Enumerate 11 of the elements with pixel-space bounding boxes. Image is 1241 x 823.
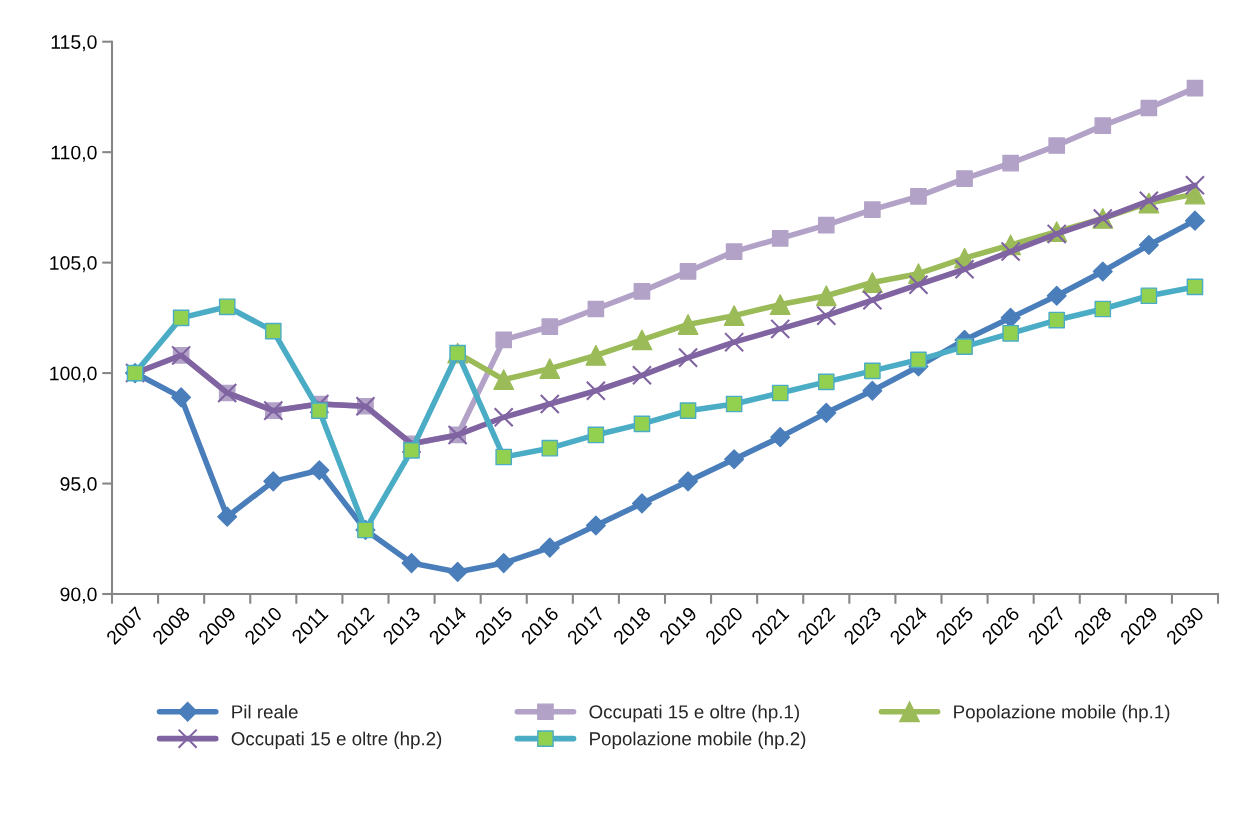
y-tick-label: 100,0 bbox=[50, 366, 97, 383]
legend-label: Pil reale bbox=[232, 704, 298, 719]
y-tick-label: 90,0 bbox=[60, 587, 97, 604]
y-tick-label: 115,0 bbox=[51, 35, 97, 52]
y-tick-label: 110,0 bbox=[51, 145, 97, 162]
legend-label: Occupati 15 e oltre (hp.1) bbox=[589, 704, 799, 723]
y-tick-label: 95,0 bbox=[60, 477, 97, 494]
y-tick-label: 105,0 bbox=[50, 256, 97, 273]
legend-label: Occupati 15 e oltre (hp.2) bbox=[231, 731, 442, 750]
legend-label: Popolazione mobile (hp.1) bbox=[954, 704, 1170, 723]
legend-label: Popolazione mobile (hp.2) bbox=[590, 731, 806, 750]
